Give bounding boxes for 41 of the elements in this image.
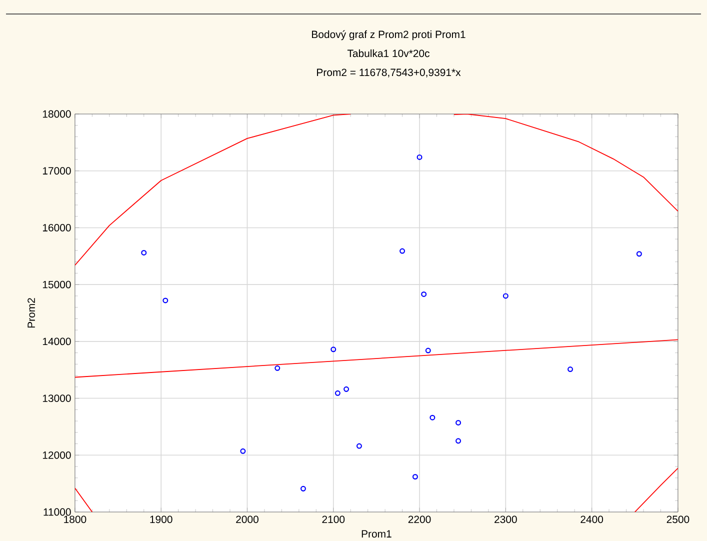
y-tick-label: 12000 xyxy=(42,451,71,459)
point xyxy=(416,154,422,160)
x-tick-label: 2500 xyxy=(666,516,690,524)
x-tick-label: 1800 xyxy=(64,516,86,524)
point xyxy=(456,420,462,426)
y-tick-label: 14000 xyxy=(42,338,71,346)
point xyxy=(636,251,642,257)
point xyxy=(356,443,362,449)
point xyxy=(456,438,462,444)
x-tick-label: 1900 xyxy=(150,516,172,524)
y-axis-title: Prom2 xyxy=(28,298,36,328)
point xyxy=(430,414,436,420)
x-tick-label: 2100 xyxy=(322,516,345,524)
point xyxy=(240,448,246,454)
point xyxy=(412,474,418,480)
point xyxy=(421,291,427,297)
chart-title: Bodový graf z Prom2 proti Prom1 xyxy=(312,30,466,40)
y-tick-label: 17000 xyxy=(42,167,71,175)
point xyxy=(334,390,340,396)
point xyxy=(162,298,168,304)
point xyxy=(330,346,336,352)
point xyxy=(274,365,280,371)
point xyxy=(300,486,306,492)
point xyxy=(344,386,350,392)
y-tick-label: 13000 xyxy=(42,394,71,402)
x-axis-title: Prom1 xyxy=(362,530,392,538)
y-tick-label: 16000 xyxy=(42,224,71,232)
y-tick-label: 18000 xyxy=(42,110,71,118)
x-tick-label: 2200 xyxy=(408,516,431,524)
y-tick-label: 15000 xyxy=(42,280,71,288)
chart-subtitle: Tabulka1 10v*20c xyxy=(347,49,430,58)
point xyxy=(141,250,147,256)
y-tick-label: 11000 xyxy=(44,508,71,516)
point xyxy=(502,293,508,299)
point xyxy=(400,248,406,254)
text: Prom2 = 11678,7543+0,9391*x xyxy=(317,68,461,78)
x-tick-label: 2300 xyxy=(494,516,517,524)
point xyxy=(568,366,574,372)
point xyxy=(425,348,431,354)
x-tick-label: 2000 xyxy=(236,516,258,524)
x-tick-label: 2400 xyxy=(580,516,604,524)
